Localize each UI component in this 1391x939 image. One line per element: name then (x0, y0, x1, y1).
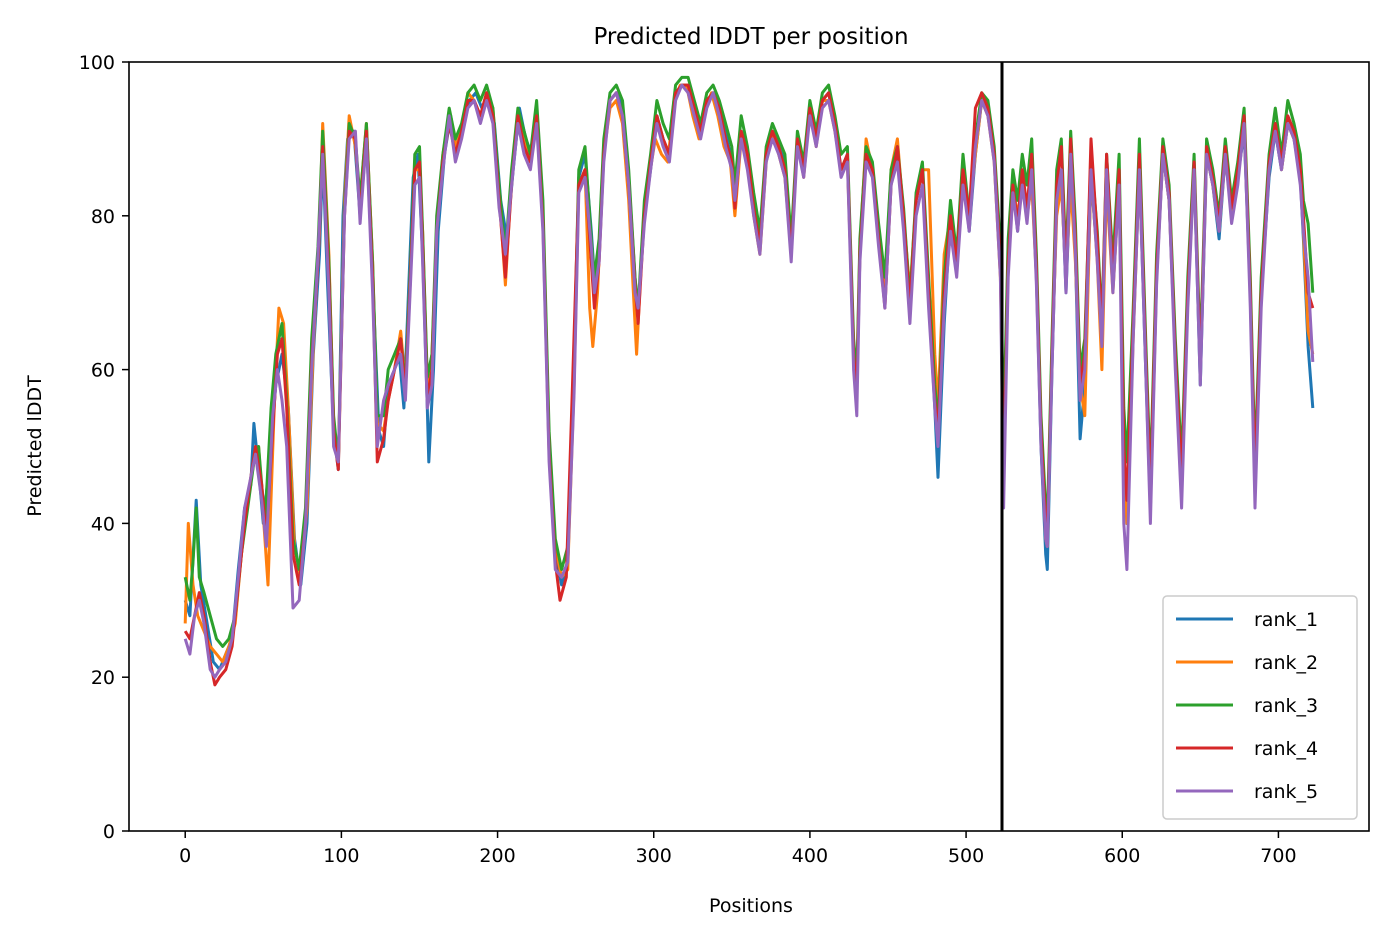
x-axis-ticks: 0 100 200 300 400 500 600 700 (179, 831, 1297, 867)
y-axis-ticks: 0 20 40 60 80 100 (79, 52, 129, 843)
y-tick-label: 0 (103, 821, 115, 843)
y-tick-label: 40 (91, 513, 115, 535)
x-tick-label: 400 (792, 845, 828, 867)
chart-title: Predicted lDDT per position (593, 24, 908, 50)
plot-frame (128, 61, 1370, 832)
y-tick-label: 80 (91, 206, 115, 228)
legend: rank_1 rank_2 rank_3 rank_4 rank_5 (1162, 595, 1358, 820)
x-tick-label: 700 (1260, 845, 1296, 867)
series-line-rank-5 (183, 83, 1315, 679)
legend-box (1162, 595, 1358, 820)
y-tick-label: 20 (91, 667, 115, 689)
y-tick-label: 100 (79, 52, 115, 74)
legend-label: rank_4 (1254, 738, 1318, 760)
legend-label: rank_2 (1254, 652, 1318, 674)
x-tick-label: 500 (948, 845, 984, 867)
x-tick-label: 0 (179, 845, 191, 867)
legend-label: rank_5 (1254, 781, 1318, 803)
x-tick-label: 200 (479, 845, 515, 867)
x-axis-label: Positions (709, 895, 793, 917)
x-tick-label: 100 (323, 845, 359, 867)
y-tick-label: 60 (91, 360, 115, 382)
x-tick-label: 600 (1104, 845, 1140, 867)
y-axis-label: Predicted lDDT (24, 375, 46, 517)
series-lines (183, 75, 1315, 687)
legend-label: rank_3 (1254, 695, 1318, 717)
x-tick-label: 300 (636, 845, 672, 867)
legend-label: rank_1 (1254, 609, 1318, 631)
